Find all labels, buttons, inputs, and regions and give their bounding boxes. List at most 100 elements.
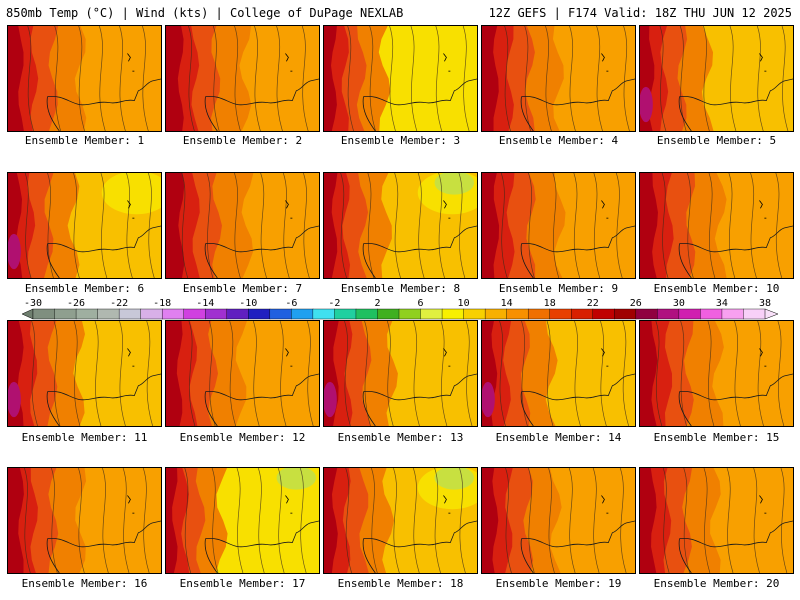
height-contour xyxy=(252,321,260,426)
coastline xyxy=(205,225,319,253)
height-contour xyxy=(569,26,576,131)
height-contour xyxy=(188,26,195,131)
member-caption: Ensemble Member: 7 xyxy=(182,282,303,295)
coastline xyxy=(205,520,319,548)
height-contour xyxy=(600,321,607,426)
height-contour xyxy=(340,173,347,278)
coastline xyxy=(47,78,161,106)
colorbar-swatch xyxy=(484,308,508,320)
wind-barb xyxy=(759,495,763,504)
height-contour xyxy=(596,26,603,131)
colorbar-swatch xyxy=(54,308,77,320)
height-contour xyxy=(303,173,310,278)
temp-cool-patch xyxy=(276,468,317,490)
height-contour xyxy=(524,26,532,131)
height-contour xyxy=(142,468,150,573)
wind-barb xyxy=(601,200,605,209)
coastline xyxy=(46,96,60,131)
height-contour xyxy=(413,321,420,426)
colorbar-swatch xyxy=(592,308,615,320)
height-contour xyxy=(462,26,470,131)
ensemble-member-map xyxy=(481,25,636,132)
wind-barb xyxy=(127,200,131,209)
colorbar-tick: -30 xyxy=(23,298,43,309)
height-contour xyxy=(142,26,149,131)
coastline xyxy=(204,538,218,573)
height-contour xyxy=(389,26,396,131)
wind-barb xyxy=(601,495,605,504)
temperature-colorbar: -30 -26 -22 -18 -14 -10 -6 -2 2 6 10 14 18 22 26 30 34 38… xyxy=(0,298,800,320)
colorbar-swatch xyxy=(334,308,357,320)
height-contour xyxy=(729,26,737,131)
colorbar-swatch xyxy=(549,308,572,320)
height-contour xyxy=(528,468,535,573)
coastline xyxy=(363,373,477,401)
member-caption: Ensemble Member: 14 xyxy=(495,431,622,444)
model-run-info: 12Z GEFS | F174 Valid: 18Z THU JUN 12 20… xyxy=(488,6,792,20)
coastline xyxy=(204,96,218,131)
coastline xyxy=(363,78,477,106)
height-contour xyxy=(229,321,236,426)
height-contour xyxy=(236,468,244,573)
height-contour xyxy=(234,26,241,131)
colorbar-swatch xyxy=(355,308,378,320)
colorbar-tick: 34 xyxy=(715,298,728,309)
height-contour xyxy=(119,321,126,426)
temp-hot-core xyxy=(482,381,495,418)
height-contour xyxy=(283,173,290,278)
height-contour xyxy=(394,173,401,278)
coastline xyxy=(363,520,477,548)
temp-band-extreme xyxy=(8,468,24,573)
height-contour xyxy=(410,26,418,131)
colorbar-swatch xyxy=(571,308,594,320)
member-caption: Ensemble Member: 11 xyxy=(21,431,148,444)
temp-hot-core xyxy=(640,86,653,123)
height-contour xyxy=(662,468,670,573)
member-caption: Ensemble Member: 4 xyxy=(498,134,619,147)
colorbar-swatch xyxy=(248,308,271,320)
height-contour xyxy=(546,321,554,426)
height-contour xyxy=(552,173,560,278)
coastline xyxy=(362,96,376,131)
height-contour xyxy=(122,468,130,573)
colorbar-swatch xyxy=(657,308,680,320)
height-contour xyxy=(707,321,715,426)
height-contour xyxy=(53,321,61,426)
height-contour xyxy=(708,173,716,278)
height-contour xyxy=(146,321,153,426)
height-contour xyxy=(47,173,54,278)
ensemble-member-map xyxy=(7,25,162,132)
colorbar-swatch xyxy=(312,308,335,320)
coastline xyxy=(205,78,319,106)
height-contour xyxy=(54,26,62,131)
height-contour xyxy=(465,321,473,426)
height-contour xyxy=(619,468,627,573)
coastline xyxy=(678,538,692,573)
wind-barb xyxy=(285,53,289,62)
height-contour xyxy=(364,321,371,426)
colorbar-tick: 6 xyxy=(417,298,424,309)
coastline xyxy=(46,391,60,426)
height-contour xyxy=(369,26,376,131)
colorbar-tick: -2 xyxy=(328,298,341,309)
member-caption: Ensemble Member: 17 xyxy=(179,577,306,590)
height-contour xyxy=(505,468,512,573)
colorbar-tick: -10 xyxy=(239,298,258,309)
height-contour xyxy=(703,26,710,131)
wind-barb xyxy=(127,495,131,504)
member-caption: Ensemble Member: 19 xyxy=(495,577,622,590)
height-contour xyxy=(99,26,106,131)
height-contour xyxy=(521,321,528,426)
temp-band-extreme xyxy=(640,173,658,278)
colorbar-swatch xyxy=(700,308,723,320)
colorbar-swatch xyxy=(75,308,99,320)
temp-band-extreme xyxy=(166,173,185,278)
height-contour xyxy=(276,26,283,131)
temp-cool-patch xyxy=(434,173,475,195)
temp-band-extreme xyxy=(166,321,183,426)
coastline xyxy=(521,78,635,106)
wind-barb xyxy=(601,348,605,357)
height-contour xyxy=(386,321,394,426)
height-contour xyxy=(528,173,535,278)
member-caption: Ensemble Member: 9 xyxy=(498,282,619,295)
